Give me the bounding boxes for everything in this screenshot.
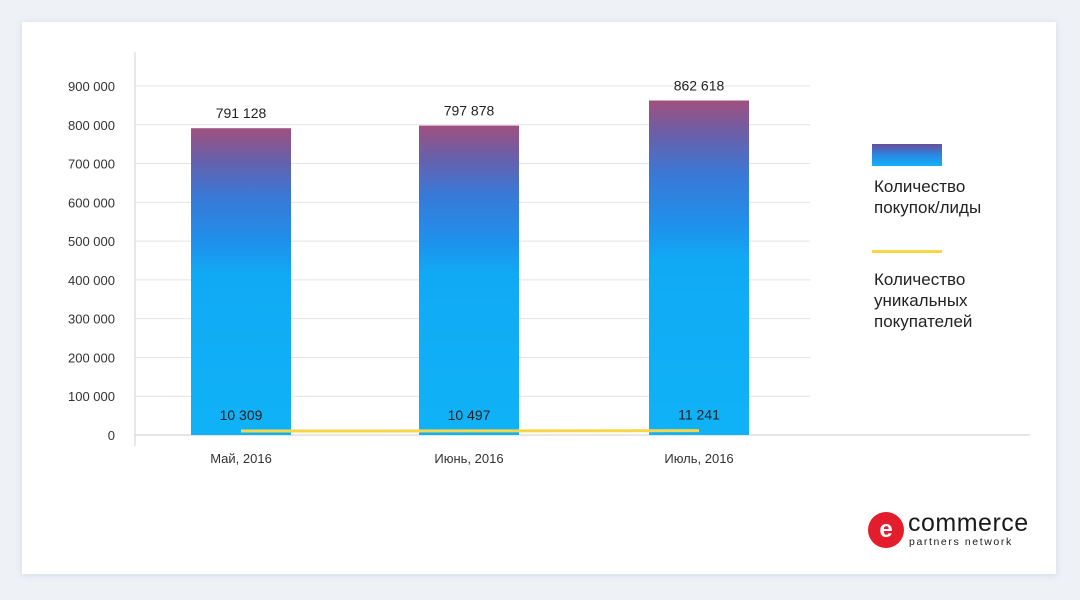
bar-value-label: 862 618 xyxy=(674,77,725,93)
bar xyxy=(419,125,519,435)
y-tick-label: 700 000 xyxy=(68,157,115,172)
y-tick-label: 300 000 xyxy=(68,312,115,327)
y-tick-label: 100 000 xyxy=(68,389,115,404)
y-tick-label: 200 000 xyxy=(68,350,115,365)
svg-text:e: e xyxy=(879,516,892,543)
x-tick-label: Июнь, 2016 xyxy=(434,451,503,466)
x-tick-label: Май, 2016 xyxy=(210,451,272,466)
legend-bar-label: Количество покупок/лиды xyxy=(874,177,982,217)
legend-swatch-bar xyxy=(872,144,942,166)
y-tick-label: 400 000 xyxy=(68,273,115,288)
ecommerce-logo-icon: e xyxy=(868,512,904,548)
y-tick-label: 900 000 xyxy=(68,79,115,94)
line-value-label: 11 241 xyxy=(678,407,720,423)
legend-line-label: Количество уникальных покупателей xyxy=(874,270,973,331)
y-tick-label: 600 000 xyxy=(68,195,115,210)
x-tick-label: Июль, 2016 xyxy=(664,451,733,466)
y-tick-label: 800 000 xyxy=(68,118,115,133)
y-tick-label: 500 000 xyxy=(68,234,115,249)
logo-tagline: partners network xyxy=(909,536,1013,548)
bar-chart: 0 100 000 200 000 300 000 400 000 500 000 600 … xyxy=(68,52,1030,466)
line-value-label: 10 309 xyxy=(220,407,263,423)
line-value-label: 10 497 xyxy=(448,407,491,423)
bar-value-label: 797 878 xyxy=(444,103,495,119)
bar xyxy=(191,128,291,435)
logo-wordmark: commerce xyxy=(908,509,1029,537)
legend-swatch-line xyxy=(872,250,942,253)
bar-value-label: 791 128 xyxy=(216,105,267,121)
chart-card: 0 100 000 200 000 300 000 400 000 500 000 600 … xyxy=(22,22,1056,574)
y-tick-label: 0 xyxy=(108,428,115,443)
bar xyxy=(649,100,749,435)
